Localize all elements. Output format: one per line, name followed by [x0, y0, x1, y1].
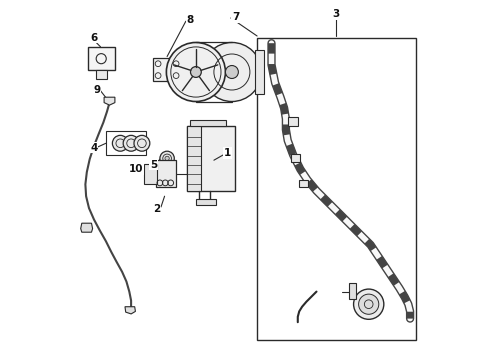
Bar [156, 160, 176, 187]
Bar [291, 154, 300, 162]
Polygon shape [81, 223, 92, 232]
Text: 8: 8 [186, 15, 194, 25]
Bar [106, 131, 145, 155]
Bar [143, 164, 157, 184]
Bar [348, 283, 355, 299]
Circle shape [112, 135, 128, 151]
Text: 1: 1 [224, 148, 231, 158]
Circle shape [358, 294, 378, 314]
Polygon shape [125, 307, 135, 314]
Bar [152, 58, 183, 81]
Circle shape [160, 151, 174, 166]
Circle shape [202, 42, 261, 102]
Bar [88, 47, 115, 70]
Circle shape [225, 66, 238, 78]
Text: 4: 4 [90, 143, 98, 153]
Circle shape [134, 135, 149, 151]
Text: 5: 5 [149, 160, 157, 170]
Text: 2: 2 [153, 204, 161, 214]
Circle shape [353, 289, 383, 319]
Bar [257, 38, 415, 340]
Text: 7: 7 [231, 12, 239, 22]
Polygon shape [104, 97, 115, 105]
Bar [298, 180, 307, 187]
Circle shape [190, 67, 201, 77]
Text: 9: 9 [93, 85, 100, 95]
Text: 10: 10 [129, 164, 143, 174]
Bar [287, 117, 298, 126]
Bar [196, 199, 215, 205]
Bar [186, 126, 201, 191]
Bar [186, 126, 235, 191]
Bar [190, 120, 226, 126]
Circle shape [123, 135, 139, 151]
Bar [96, 70, 106, 79]
Bar [255, 50, 264, 94]
Text: 3: 3 [332, 9, 339, 19]
Circle shape [164, 156, 169, 161]
Text: 6: 6 [90, 33, 98, 43]
Circle shape [166, 42, 225, 102]
